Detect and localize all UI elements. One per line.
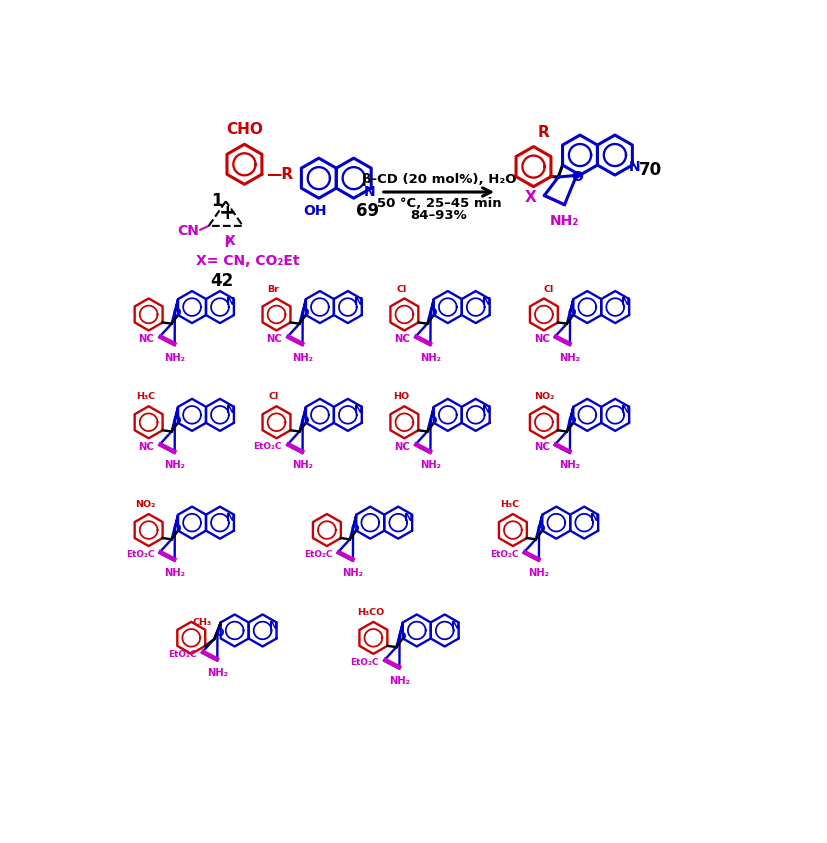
Text: N: N [227, 405, 236, 415]
Text: Cl: Cl [268, 392, 279, 401]
Text: HO: HO [393, 392, 409, 401]
Text: NH₂: NH₂ [207, 668, 227, 678]
Text: R: R [538, 126, 549, 141]
Text: X: X [525, 191, 537, 206]
Text: +: + [218, 203, 237, 223]
Text: NH₂: NH₂ [559, 352, 581, 362]
Text: N: N [269, 620, 278, 631]
Text: EtO₂C: EtO₂C [490, 550, 519, 559]
Text: X= CN, CO₂Et: X= CN, CO₂Et [196, 254, 300, 267]
Text: NH₂: NH₂ [528, 568, 549, 578]
Text: X: X [224, 234, 235, 248]
Text: β-CD (20 mol%), H₂O: β-CD (20 mol%), H₂O [361, 173, 516, 185]
Text: NC: NC [138, 334, 154, 344]
Text: O: O [567, 309, 576, 318]
Text: N: N [482, 405, 491, 415]
Text: Cl: Cl [396, 284, 406, 293]
Text: 70: 70 [639, 162, 662, 180]
Text: O: O [351, 524, 359, 534]
Text: N: N [629, 159, 640, 174]
Text: NH₂: NH₂ [165, 460, 185, 470]
Text: EtO₂C: EtO₂C [351, 658, 379, 667]
Text: Cl: Cl [543, 284, 554, 293]
Text: O: O [173, 309, 181, 318]
Text: N: N [482, 298, 491, 307]
Text: NC: NC [394, 442, 410, 452]
Text: N: N [227, 513, 236, 523]
Text: O: O [571, 169, 584, 184]
Text: NO₂: NO₂ [533, 392, 554, 401]
Text: NH₂: NH₂ [165, 568, 185, 578]
Text: CN: CN [177, 223, 198, 238]
Text: N: N [451, 620, 460, 631]
Text: 84–93%: 84–93% [410, 209, 467, 222]
Text: NC: NC [394, 334, 410, 344]
Text: NC: NC [533, 334, 549, 344]
Text: N: N [354, 405, 363, 415]
Text: NH₂: NH₂ [292, 352, 313, 362]
Text: 50 °C, 25–45 min: 50 °C, 25–45 min [376, 197, 501, 211]
Text: NC: NC [266, 334, 282, 344]
Text: N: N [354, 298, 363, 307]
Text: NH₂: NH₂ [165, 352, 185, 362]
Text: O: O [567, 416, 576, 426]
Text: NH₂: NH₂ [292, 460, 313, 470]
Text: H₃C: H₃C [500, 500, 519, 509]
Text: —R: —R [265, 167, 293, 182]
Text: H₃CO: H₃CO [356, 608, 384, 617]
Text: N: N [621, 298, 631, 307]
Text: O: O [397, 631, 406, 642]
Text: NC: NC [533, 442, 549, 452]
Text: OH: OH [304, 204, 327, 218]
Text: O: O [300, 416, 308, 426]
Text: O: O [173, 524, 181, 534]
Text: N: N [621, 405, 631, 415]
Text: NO₂: NO₂ [136, 500, 155, 509]
Text: EtO₂C: EtO₂C [254, 443, 282, 451]
Text: 42: 42 [210, 272, 233, 290]
Text: O: O [215, 628, 223, 637]
Text: NH₂: NH₂ [420, 460, 441, 470]
Text: H₃C: H₃C [136, 392, 155, 401]
Text: O: O [537, 524, 545, 534]
Text: NC: NC [138, 442, 154, 452]
Text: N: N [404, 513, 414, 523]
Text: CH₃: CH₃ [193, 618, 212, 626]
Text: CHO: CHO [226, 121, 263, 137]
Text: EtO₂C: EtO₂C [304, 550, 332, 559]
Text: O: O [300, 309, 308, 318]
Text: NH₂: NH₂ [550, 214, 579, 228]
Text: Br: Br [267, 284, 280, 293]
Text: 1: 1 [212, 192, 223, 210]
Text: N: N [590, 513, 600, 523]
Text: NH₂: NH₂ [342, 568, 363, 578]
Text: N: N [364, 185, 375, 199]
Text: EtO₂C: EtO₂C [126, 550, 154, 559]
Text: O: O [428, 309, 437, 318]
Text: O: O [173, 416, 181, 426]
Text: O: O [428, 416, 437, 426]
Text: NH₂: NH₂ [420, 352, 441, 362]
Text: 69: 69 [356, 202, 380, 220]
Text: EtO₂C: EtO₂C [169, 650, 197, 659]
Text: NH₂: NH₂ [389, 676, 410, 686]
Text: N: N [227, 298, 236, 307]
Text: NH₂: NH₂ [559, 460, 581, 470]
